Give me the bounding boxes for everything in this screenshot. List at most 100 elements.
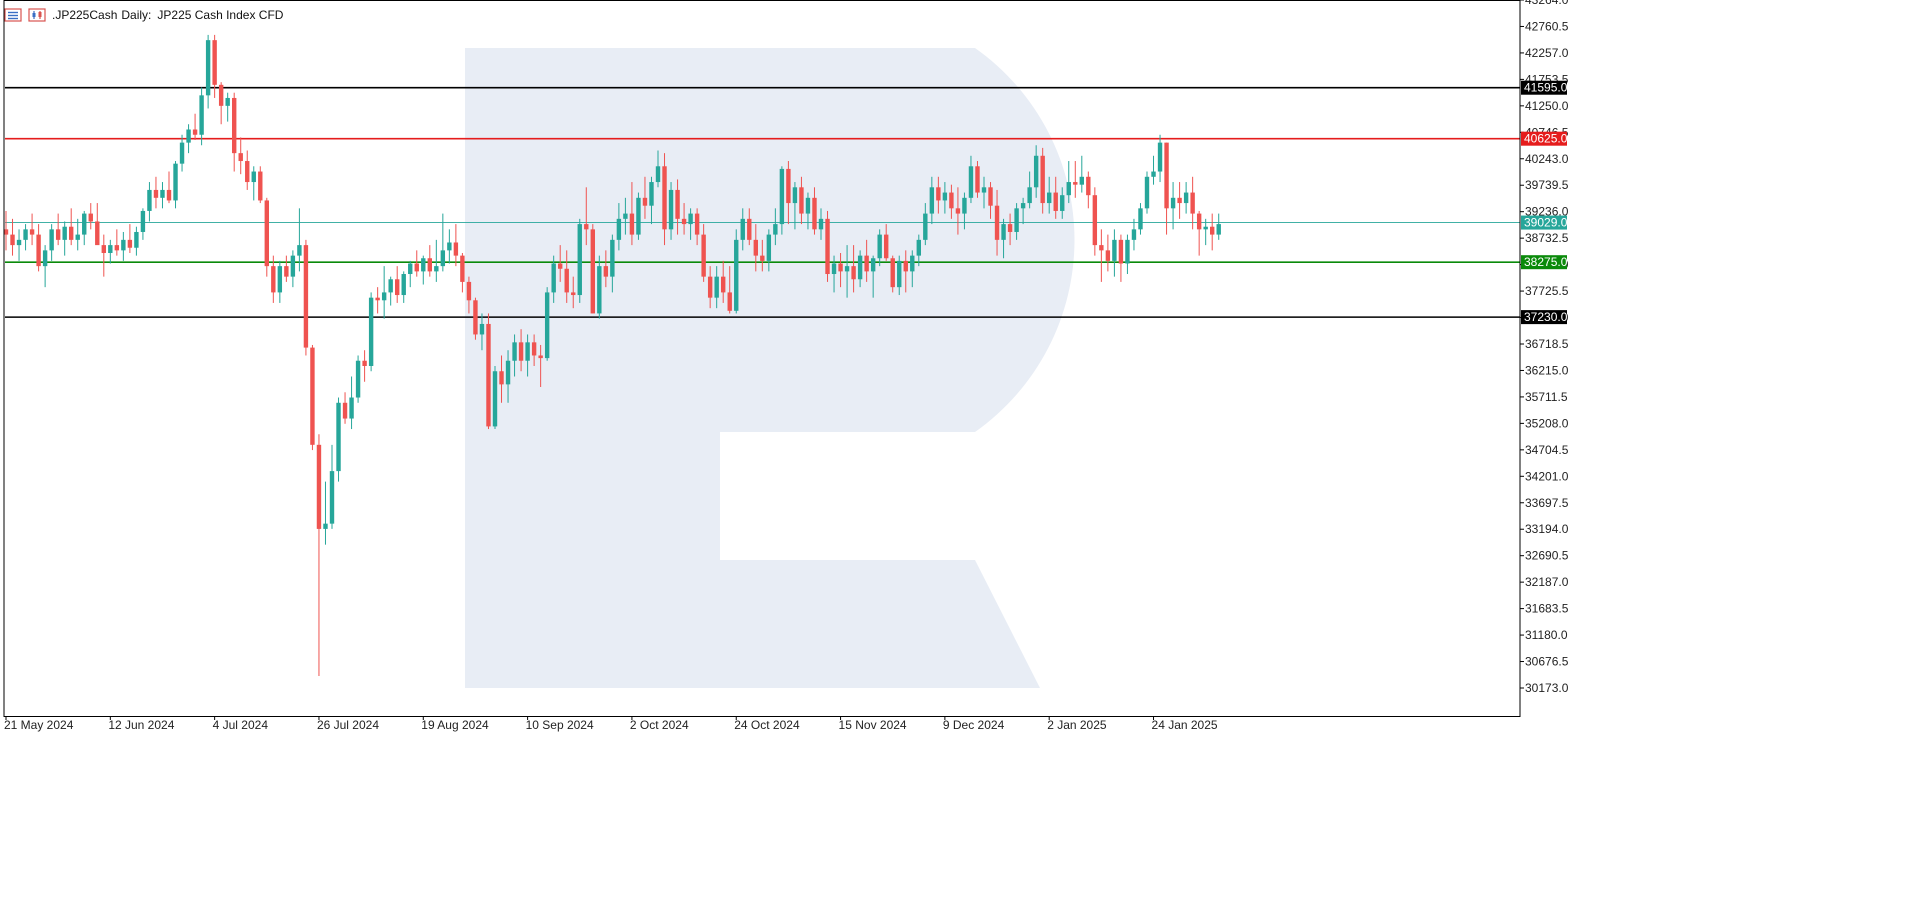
candle-body [284,266,289,277]
candle-body [23,229,28,240]
candle-body [655,166,661,183]
y-tick-label: 39236.0 [1525,205,1569,219]
candle [16,229,22,261]
candle [147,182,152,222]
candle [505,350,511,403]
price-tag [1521,310,1567,325]
candle-body [1014,208,1019,232]
candle-body [1047,192,1052,204]
candle-body [460,255,465,282]
candle [1099,229,1104,282]
price-tag [1521,80,1567,95]
candle [166,171,172,204]
candle [962,192,967,230]
candle [440,213,446,272]
candle [1020,197,1026,225]
y-tick-label: 31683.5 [1525,602,1569,616]
candle-body [740,218,745,240]
candle [349,376,354,430]
candle [218,82,224,125]
candle [525,334,530,377]
candle [792,182,798,230]
candle-body [610,239,615,277]
candle-body [323,523,328,529]
candle-body [1079,176,1084,185]
candle-body [290,255,296,277]
candle-body [408,263,413,275]
candle [381,266,387,319]
candle-body [766,234,772,261]
candle-body [329,471,335,524]
price-tag-label: 40625.0 [1524,132,1568,146]
y-tick-label: 35711.5 [1525,390,1568,404]
candle-body [1190,192,1195,214]
candle [857,250,863,288]
candle-body [147,189,152,211]
candle-body [760,255,765,261]
candle [642,176,648,219]
candle-body [1053,192,1058,211]
candle-body [1157,142,1163,172]
candle [342,392,348,424]
x-tick-label: 9 Dec 2024 [943,718,1005,732]
candle-body [205,40,211,96]
candle [1014,203,1019,240]
candle [623,197,628,235]
candle-body [316,444,322,529]
candle-body [903,260,908,272]
candle-body [271,266,276,293]
candle [818,208,824,240]
candle-body [851,266,856,280]
candle [968,155,974,204]
candle [82,210,87,246]
y-tick-label: 42257.0 [1525,46,1569,60]
x-tick-label: 4 Jul 2024 [213,718,269,732]
candle [844,245,850,298]
candle [1027,171,1032,209]
candle [192,113,198,141]
candle [238,137,243,175]
candle [831,255,837,293]
candle [727,266,732,314]
candle-body [342,402,348,419]
candle-body [140,210,146,232]
candle-body [799,187,804,214]
y-tick-label: 32690.5 [1525,549,1569,563]
candle [232,92,237,172]
candle [277,260,283,303]
candle [127,224,133,253]
candle [499,355,504,403]
candle-body [531,342,537,356]
x-tick-label: 26 Jul 2024 [317,718,379,732]
candle-body [3,229,9,235]
candle [636,192,641,240]
y-tick-label: 30173.0 [1525,681,1569,695]
candle-body [434,266,439,272]
candle-body [831,263,837,275]
y-tick-label: 39739.5 [1525,178,1569,192]
candle-body [1125,239,1130,264]
plot-border [3,0,1521,717]
candle [1112,229,1117,277]
window-menu-icon[interactable] [4,8,22,22]
candle-body [173,163,178,201]
candle [544,287,550,361]
y-tick-label: 41250.0 [1525,99,1569,113]
y-tick-label: 31180.0 [1525,628,1568,642]
candle [140,208,146,240]
candle-body [225,97,230,106]
y-tick-label: 34201.0 [1525,469,1569,483]
candle-body [1086,176,1091,196]
candle-body [897,260,902,288]
candle [629,182,635,246]
chart-type-icon[interactable] [28,8,46,22]
candle-body [264,200,269,267]
candle [584,187,589,246]
candle [825,210,830,282]
candle [368,292,374,372]
candle [805,192,811,230]
candle-body [199,95,204,135]
candle-body [1033,155,1039,188]
candle-body [753,239,758,256]
